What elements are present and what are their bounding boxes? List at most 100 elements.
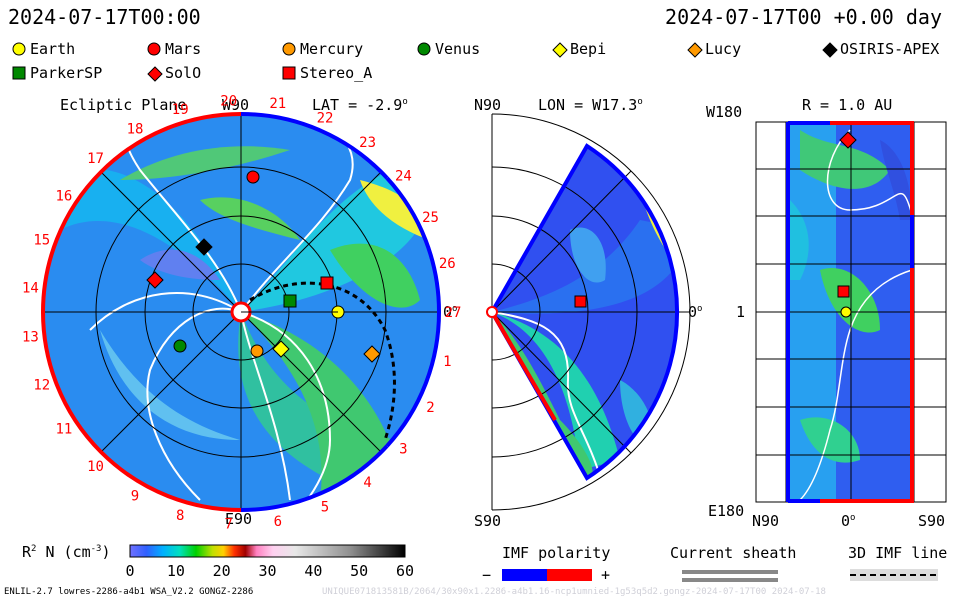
mars-marker bbox=[246, 170, 260, 184]
footer-right: UNIQUE071813581B/2064/30x90x1.2286-a4b1.… bbox=[322, 587, 826, 597]
venus-marker bbox=[173, 339, 187, 353]
sheath-legend-title: Current sheath bbox=[670, 544, 797, 562]
ecliptic-right-label: 0o bbox=[443, 303, 458, 321]
colorbar-tick-label: 10 bbox=[166, 562, 185, 580]
legend-label: Mercury bbox=[300, 40, 364, 58]
legend-label: Bepi bbox=[570, 40, 607, 58]
map-x-right: S90 bbox=[918, 512, 946, 530]
colorbar-tick-label: 60 bbox=[396, 562, 415, 580]
map-bottom-left: E180 bbox=[708, 502, 745, 520]
legend-label: Lucy bbox=[705, 40, 742, 58]
colorbar-tick-label: 50 bbox=[350, 562, 369, 580]
legend-item-mars: Mars bbox=[147, 40, 201, 58]
datetime-left: 2024-07-17T00:00 bbox=[8, 5, 201, 29]
legend-label: Mars bbox=[165, 40, 202, 58]
earth-marker bbox=[331, 305, 345, 319]
carrington-label: 10 bbox=[87, 459, 104, 475]
legend-item-solo: SolO bbox=[147, 64, 201, 82]
lat-label: LAT = -2.9o bbox=[312, 96, 408, 114]
legend-label: Stereo_A bbox=[300, 64, 373, 82]
ecliptic-field-lines bbox=[89, 114, 354, 510]
mercury-marker bbox=[250, 344, 264, 358]
carrington-label: 9 bbox=[131, 489, 139, 505]
map-title: R = 1.0 AU bbox=[802, 96, 893, 114]
legend-marker-diamond-icon bbox=[552, 42, 568, 58]
map-stereo-a-marker bbox=[837, 285, 850, 298]
imf-neg-swatch bbox=[502, 569, 547, 581]
colorbar-tick-label: 40 bbox=[304, 562, 323, 580]
legend-item-stereo-a: Stereo_A bbox=[282, 64, 372, 82]
colorbar bbox=[129, 544, 406, 558]
ecliptic-boundary-polarity bbox=[40, 111, 442, 513]
legend-marker-diamond-icon bbox=[687, 42, 703, 58]
carrington-label: 21 bbox=[269, 96, 286, 112]
legend-marker-square-icon bbox=[12, 66, 26, 80]
map-density-field bbox=[786, 122, 914, 502]
sheath-swatch-2 bbox=[682, 578, 778, 582]
legend-item-osiris-apex: OSIRIS-APEX bbox=[822, 40, 939, 58]
carrington-label: 8 bbox=[176, 508, 184, 524]
ecliptic-title: Ecliptic Plane bbox=[60, 96, 187, 114]
imf-legend-title: IMF polarity bbox=[502, 544, 611, 562]
carrington-label: 18 bbox=[127, 121, 144, 137]
imf3d-legend-title: 3D IMF line bbox=[848, 544, 948, 562]
map-earth-marker bbox=[840, 306, 852, 318]
carrington-label: 25 bbox=[422, 210, 439, 226]
solo-marker bbox=[146, 271, 164, 289]
datetime-right: 2024-07-17T00 +0.00 day bbox=[665, 5, 942, 29]
lucy-marker bbox=[363, 345, 381, 363]
map-solo-marker bbox=[839, 131, 857, 149]
osiris-apex-marker bbox=[195, 238, 213, 256]
ecliptic-bottom-label: E90 bbox=[225, 510, 253, 528]
meridional-top-label: N90 bbox=[474, 96, 502, 114]
imf-pos-swatch bbox=[547, 569, 592, 581]
carrington-label: 5 bbox=[321, 500, 329, 516]
meridional-stereo-a-marker bbox=[574, 295, 587, 308]
legend-label: OSIRIS-APEX bbox=[840, 40, 940, 58]
meridional-grid bbox=[491, 113, 691, 511]
colorbar-label: R2 N (cm-3) bbox=[22, 543, 111, 561]
carrington-label: 23 bbox=[359, 135, 376, 151]
ecliptic-density-field bbox=[43, 114, 439, 510]
carrington-label: 17 bbox=[87, 151, 104, 167]
legend-item-mercury: Mercury bbox=[282, 40, 363, 58]
map-x-mid: 0o bbox=[841, 512, 856, 530]
legend-label: Venus bbox=[435, 40, 481, 58]
carrington-label: 11 bbox=[55, 422, 72, 438]
ecliptic-3d-imf-line bbox=[249, 281, 396, 441]
legend-marker-square-icon bbox=[282, 66, 296, 80]
legend-marker-diamond-icon bbox=[822, 42, 838, 58]
legend-marker-diamond-icon bbox=[147, 66, 163, 82]
imf3d-swatch-bg bbox=[850, 569, 938, 581]
ecliptic-bodies bbox=[146, 170, 381, 363]
imf-minus: − bbox=[482, 566, 492, 584]
legend-label: ParkerSP bbox=[30, 64, 103, 82]
carrington-label: 15 bbox=[33, 233, 50, 249]
legend-item-bepi: Bepi bbox=[552, 40, 606, 58]
carrington-label: 13 bbox=[22, 330, 39, 346]
map-grid bbox=[756, 122, 946, 502]
map-boundary-polarity bbox=[786, 121, 914, 503]
legend-label: SolO bbox=[165, 64, 202, 82]
map-x-left: N90 bbox=[752, 512, 780, 530]
map-frame bbox=[755, 121, 947, 503]
legend-item-venus: Venus bbox=[417, 40, 480, 58]
lon-label: LON = W17.3o bbox=[538, 96, 643, 114]
carrington-label: 6 bbox=[274, 514, 282, 530]
ecliptic-top-label: W90 bbox=[222, 96, 250, 114]
meridional-density-field bbox=[492, 146, 678, 478]
legend-label: Earth bbox=[30, 40, 76, 58]
meridional-right-label: 0o bbox=[688, 303, 703, 321]
legend-item-earth: Earth bbox=[12, 40, 75, 58]
legend-item-parkersp: ParkerSP bbox=[12, 64, 102, 82]
map-mid-left: 1 bbox=[736, 303, 746, 321]
meridional-bottom-label: S90 bbox=[474, 512, 502, 530]
colorbar-tick-label: 0 bbox=[125, 562, 135, 580]
legend-marker-circle-icon bbox=[282, 42, 296, 56]
carrington-label: 2 bbox=[426, 400, 434, 416]
footer-left: ENLIL-2.7 lowres-2286-a4b1 WSA_V2.2 GONG… bbox=[4, 587, 254, 597]
map-top-left: W180 bbox=[706, 103, 743, 121]
legend-marker-circle-icon bbox=[417, 42, 431, 56]
carrington-label: 3 bbox=[399, 441, 407, 457]
colorbar-tick-label: 30 bbox=[258, 562, 277, 580]
